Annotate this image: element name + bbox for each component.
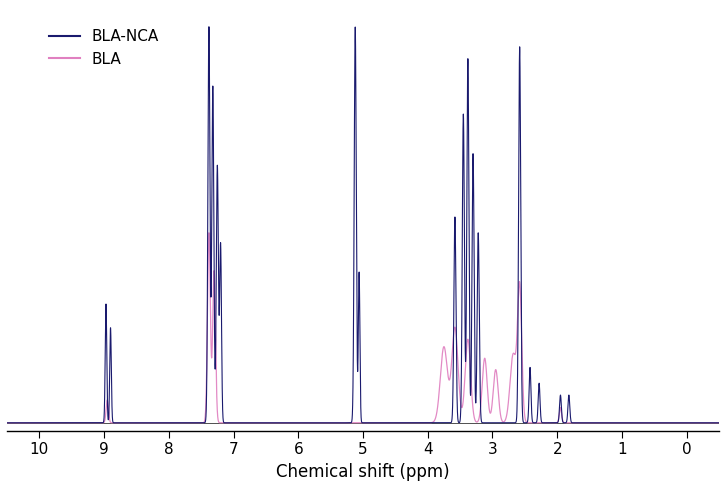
X-axis label: Chemical shift (ppm): Chemical shift (ppm) — [276, 463, 450, 481]
Legend: BLA-NCA, BLA: BLA-NCA, BLA — [43, 23, 166, 73]
